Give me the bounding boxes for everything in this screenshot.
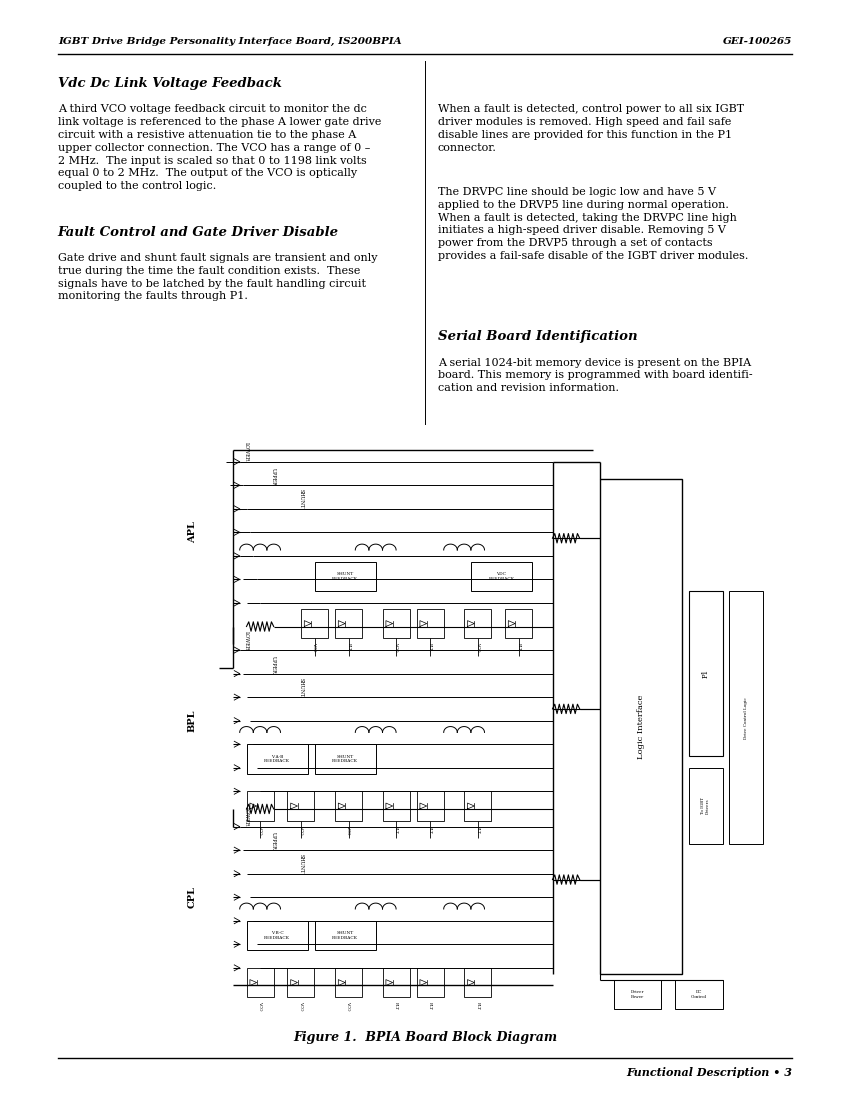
Bar (287, 791, 314, 821)
Text: GEI-100265: GEI-100265 (722, 37, 792, 46)
Bar (314, 562, 376, 591)
Text: LOWER: LOWER (244, 807, 249, 826)
Text: A third VCO voltage feedback circuit to monitor the dc
link voltage is reference: A third VCO voltage feedback circuit to … (58, 104, 381, 191)
Text: Logic Interface: Logic Interface (637, 694, 645, 759)
Bar (416, 791, 444, 821)
Text: Fault Control and Gate Driver Disable: Fault Control and Gate Driver Disable (58, 226, 339, 239)
Bar (471, 562, 532, 591)
Text: V A-B
FEEDBACK: V A-B FEEDBACK (264, 755, 290, 763)
Bar (675, 980, 722, 1009)
Bar (729, 591, 763, 845)
Text: To IGBT
Drivers: To IGBT Drivers (701, 798, 710, 814)
Bar (246, 745, 308, 773)
Text: Functional Description • 3: Functional Description • 3 (626, 1067, 792, 1078)
Bar (246, 921, 308, 950)
Bar (464, 609, 491, 638)
Text: V B-C
FEEDBACK: V B-C FEEDBACK (264, 932, 290, 939)
Text: LOWER: LOWER (244, 630, 249, 650)
Text: FLT: FLT (394, 1002, 398, 1010)
Text: VCO: VCO (258, 825, 262, 834)
Bar (382, 609, 410, 638)
Bar (335, 791, 362, 821)
Bar (688, 591, 722, 756)
Text: SHUNT
FEEDBACK: SHUNT FEEDBACK (332, 755, 358, 763)
Bar (688, 768, 722, 845)
Text: P1: P1 (701, 669, 710, 678)
Text: VCO: VCO (347, 825, 350, 834)
Bar (505, 609, 532, 638)
Text: SHUNT
FEEDBACK: SHUNT FEEDBACK (332, 572, 358, 581)
Text: VCO: VCO (476, 642, 479, 652)
Bar (314, 921, 376, 950)
Bar (314, 745, 376, 773)
Text: SHUNT: SHUNT (298, 678, 303, 697)
Bar (246, 791, 274, 821)
Text: VDC
FEEDBACK: VDC FEEDBACK (489, 572, 514, 581)
Text: The DRVPC line should be logic low and have 5 V
applied to the DRVP5 line during: The DRVPC line should be logic low and h… (438, 187, 748, 261)
Text: FLT: FLT (347, 644, 350, 651)
Text: DC
Control: DC Control (691, 990, 706, 999)
Text: VCO: VCO (394, 642, 398, 652)
Text: UPPER: UPPER (271, 656, 276, 673)
Text: APL: APL (188, 521, 196, 543)
Text: FLT: FLT (517, 644, 520, 651)
Text: A serial 1024-bit memory device is present on the BPIA
board. This memory is pro: A serial 1024-bit memory device is prese… (438, 358, 752, 393)
Bar (614, 980, 661, 1009)
Bar (464, 968, 491, 998)
Text: IGBT Drive Bridge Personality Interface Board, IS200BPIA: IGBT Drive Bridge Personality Interface … (58, 37, 401, 46)
Text: When a fault is detected, control power to all six IGBT
driver modules is remove: When a fault is detected, control power … (438, 104, 744, 153)
Text: LOWER: LOWER (244, 442, 249, 462)
Text: FLT: FLT (476, 1002, 479, 1010)
Bar (335, 968, 362, 998)
Text: VCO: VCO (258, 1001, 262, 1011)
Bar (600, 480, 682, 974)
Text: VCO: VCO (313, 642, 316, 652)
Text: CPL: CPL (188, 887, 196, 909)
Text: Driver
Power: Driver Power (631, 990, 644, 999)
Bar (301, 609, 328, 638)
Text: FLT: FLT (476, 825, 479, 834)
Text: FLT: FLT (428, 644, 432, 651)
Text: FLT: FLT (394, 825, 398, 834)
Text: FLT: FLT (428, 825, 432, 834)
Text: VCO: VCO (299, 825, 303, 834)
Text: Figure 1.  BPIA Board Block Diagram: Figure 1. BPIA Board Block Diagram (293, 1031, 557, 1044)
Bar (464, 791, 491, 821)
Text: UPPER: UPPER (271, 468, 276, 485)
Text: BPL: BPL (188, 710, 196, 732)
Text: VCO: VCO (299, 1001, 303, 1011)
Text: SHUNT: SHUNT (298, 855, 303, 873)
Bar (246, 968, 274, 998)
Bar (416, 968, 444, 998)
Text: FLT: FLT (428, 1002, 432, 1010)
Text: SHUNT
FEEDBACK: SHUNT FEEDBACK (332, 932, 358, 939)
Text: Vdc Dc Link Voltage Feedback: Vdc Dc Link Voltage Feedback (58, 77, 281, 90)
Bar (416, 609, 444, 638)
Bar (335, 609, 362, 638)
Text: Gate drive and shunt fault signals are transient and only
true during the time t: Gate drive and shunt fault signals are t… (58, 253, 377, 301)
Text: VCO: VCO (347, 1001, 350, 1011)
Bar (382, 968, 410, 998)
Bar (287, 968, 314, 998)
Text: SHUNT: SHUNT (298, 490, 303, 509)
Text: Serial Board Identification: Serial Board Identification (438, 330, 638, 343)
Text: Drive Control Logic: Drive Control Logic (745, 696, 748, 738)
Bar (382, 791, 410, 821)
Text: UPPER: UPPER (271, 833, 276, 850)
